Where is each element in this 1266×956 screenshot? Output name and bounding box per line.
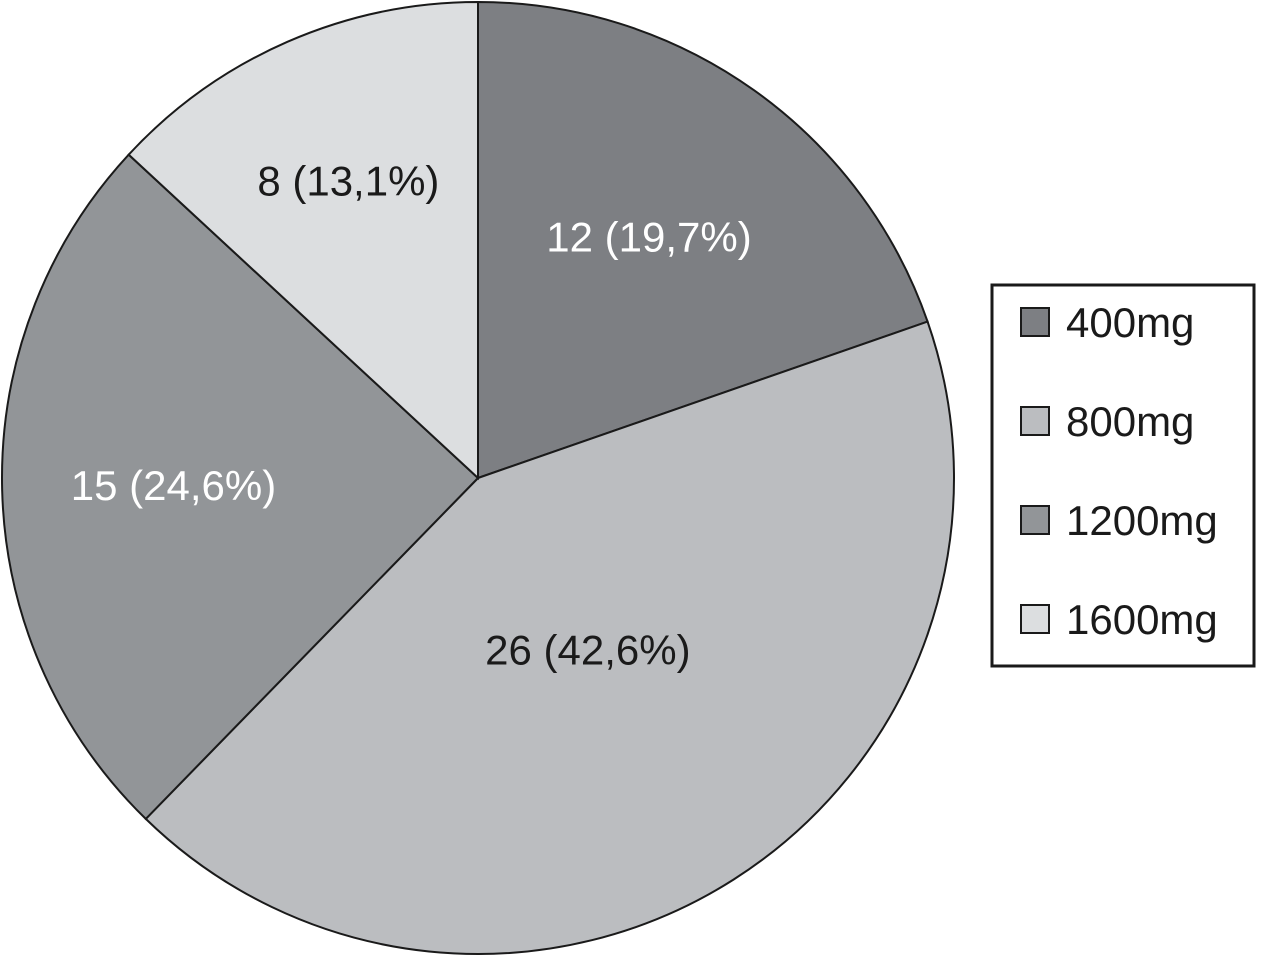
legend-swatch-400mg xyxy=(1020,307,1050,337)
pie-slice-1200mg xyxy=(1,153,480,821)
pie-slice-800mg xyxy=(144,320,955,955)
pie-data-labels: 12 (19,7%) 26 (42,6%) 15 (24,6%) 8 (13,1%) xyxy=(71,157,752,673)
legend: 400mg 800mg 1200mg 1600mg xyxy=(990,283,1256,668)
pie-slices xyxy=(1,0,955,955)
data-label-800mg: 26 (42,6%) xyxy=(485,627,690,674)
legend-label-1200mg: 1200mg xyxy=(1066,497,1218,544)
pie-slice-1600mg xyxy=(127,0,479,481)
legend-swatch-800mg xyxy=(1020,406,1050,436)
legend-box xyxy=(990,283,1256,668)
data-label-1200mg: 15 (24,6%) xyxy=(71,462,276,509)
legend-label-1600mg: 1600mg xyxy=(1066,596,1218,643)
legend-swatch-1200mg xyxy=(1020,505,1050,535)
legend-swatch-1600mg xyxy=(1020,604,1050,634)
legend-label-800mg: 800mg xyxy=(1066,398,1194,445)
legend-label-400mg: 400mg xyxy=(1066,299,1194,346)
data-label-1600mg: 8 (13,1%) xyxy=(257,157,439,204)
data-label-400mg: 12 (19,7%) xyxy=(546,213,751,260)
pie-slice-400mg xyxy=(477,0,929,480)
